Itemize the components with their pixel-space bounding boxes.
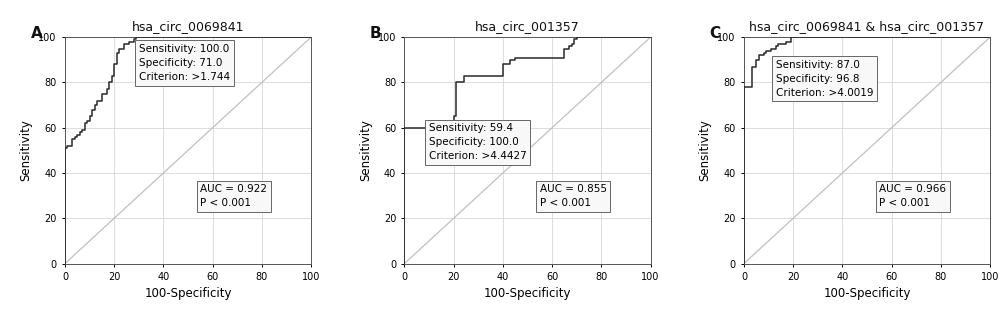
Text: B: B	[370, 26, 382, 41]
X-axis label: 100-Specificity: 100-Specificity	[823, 287, 911, 300]
Y-axis label: Sensitivity: Sensitivity	[20, 119, 33, 181]
Y-axis label: Sensitivity: Sensitivity	[359, 119, 372, 181]
Title: hsa_circ_0069841 & hsa_circ_001357: hsa_circ_0069841 & hsa_circ_001357	[749, 20, 984, 33]
Text: AUC = 0.922
P < 0.001: AUC = 0.922 P < 0.001	[200, 184, 267, 208]
Text: AUC = 0.966
P < 0.001: AUC = 0.966 P < 0.001	[879, 184, 946, 208]
Text: A: A	[31, 26, 42, 41]
Text: AUC = 0.855
P < 0.001: AUC = 0.855 P < 0.001	[540, 184, 607, 208]
Text: Sensitivity: 87.0
Specificity: 96.8
Criterion: >4.0019: Sensitivity: 87.0 Specificity: 96.8 Crit…	[776, 60, 873, 98]
Text: C: C	[710, 26, 721, 41]
X-axis label: 100-Specificity: 100-Specificity	[144, 287, 232, 300]
Title: hsa_circ_001357: hsa_circ_001357	[475, 20, 580, 33]
Y-axis label: Sensitivity: Sensitivity	[699, 119, 712, 181]
Text: Sensitivity: 59.4
Specificity: 100.0
Criterion: >4.4427: Sensitivity: 59.4 Specificity: 100.0 Cri…	[429, 123, 527, 161]
Text: Sensitivity: 100.0
Specificity: 71.0
Criterion: >1.744: Sensitivity: 100.0 Specificity: 71.0 Cri…	[139, 44, 230, 82]
Title: hsa_circ_0069841: hsa_circ_0069841	[132, 20, 244, 33]
X-axis label: 100-Specificity: 100-Specificity	[484, 287, 571, 300]
